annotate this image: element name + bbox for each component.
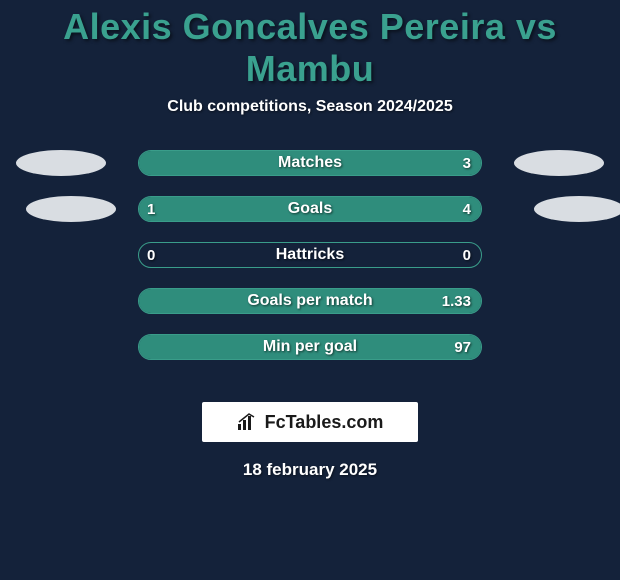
stat-left-value: 0 [147, 243, 155, 267]
date-label: 18 february 2025 [0, 460, 620, 480]
stat-bar-right-fill [139, 335, 481, 359]
brand-text: FcTables.com [265, 412, 384, 433]
stat-label: Hattricks [139, 243, 481, 267]
stat-bar: Min per goal97 [138, 334, 482, 360]
stats-container: Matches3 Goals14 Hattricks0 0 Goals per matc… [0, 150, 620, 380]
brand-badge: FcTables.com [202, 402, 418, 442]
subtitle: Club competitions, Season 2024/2025 [0, 98, 620, 116]
stat-row: Min per goal97 [0, 334, 620, 380]
stat-bar: Goals per match1.33 [138, 288, 482, 314]
stat-bar: Matches3 [138, 150, 482, 176]
stat-bar: Hattricks0 0 [138, 242, 482, 268]
stat-row: Goals14 [0, 196, 620, 242]
stat-bar-right-fill [139, 289, 481, 313]
stat-bar: Goals14 [138, 196, 482, 222]
stat-row: Goals per match1.33 [0, 288, 620, 334]
stat-right-value: 0 [463, 243, 471, 267]
stat-row: Matches3 [0, 150, 620, 196]
stat-bar-right-fill [207, 197, 481, 221]
stat-bar-left-fill [139, 197, 207, 221]
brand-chart-icon [237, 412, 259, 432]
stat-bar-right-fill [139, 151, 481, 175]
page-title: Alexis Goncalves Pereira vs Mambu [0, 0, 620, 90]
stat-row: Hattricks0 0 [0, 242, 620, 288]
